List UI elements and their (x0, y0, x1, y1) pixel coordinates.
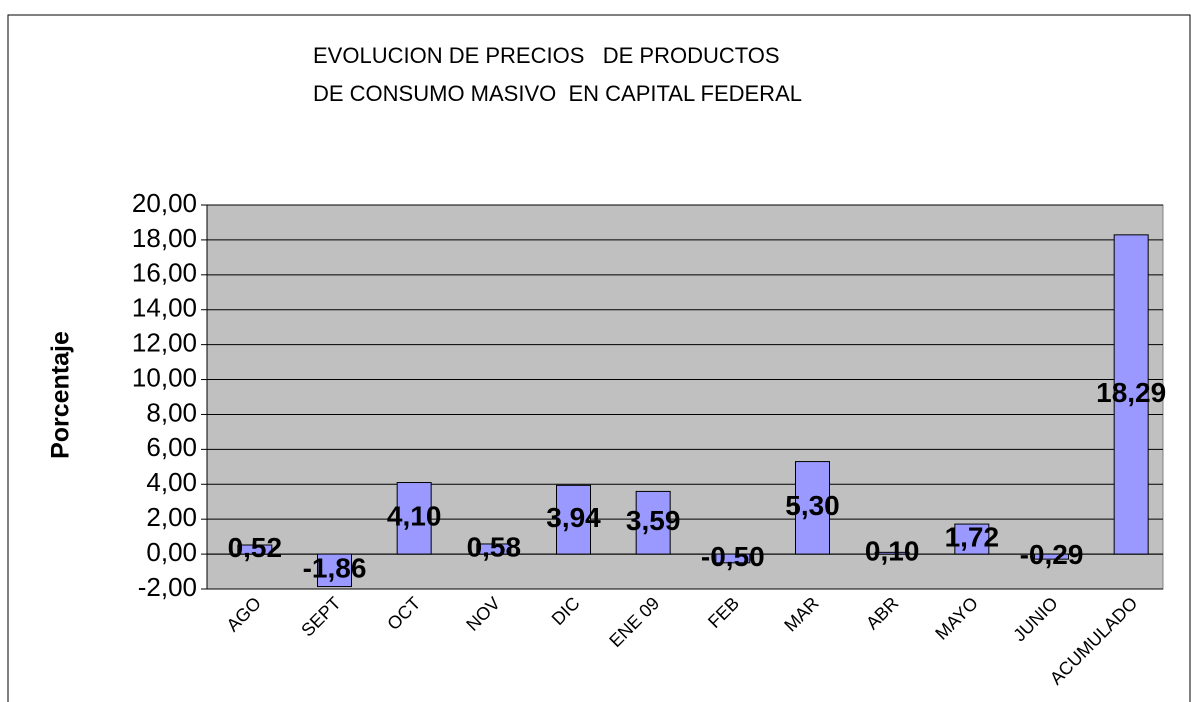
value-label: 1,72 (945, 521, 1000, 552)
value-label: 0,52 (228, 532, 283, 563)
x-tick-label: FEB (704, 593, 743, 632)
plot-area (206, 204, 1164, 590)
value-label: 4,10 (387, 501, 442, 532)
y-tick-label: 0,00 (146, 537, 197, 567)
x-tick-label: ENE 09 (605, 593, 663, 651)
value-label: 0,10 (865, 536, 920, 567)
bar (1034, 553, 1069, 560)
bar (317, 553, 352, 588)
bar (556, 484, 591, 555)
chart-title: DE CONSUMO MASIVO EN CAPITAL FEDERAL (313, 81, 802, 106)
x-tick-label: AGO (223, 593, 265, 635)
y-tick-label: 18,00 (132, 223, 197, 253)
value-label: -0,50 (701, 541, 765, 572)
y-tick-label: 16,00 (132, 258, 197, 288)
chart-border (7, 14, 1191, 702)
y-tick-label: 14,00 (132, 293, 197, 323)
value-label: -0,29 (1020, 539, 1084, 570)
x-tick-label: DIC (548, 593, 584, 629)
x-tick-label: SEPT (297, 593, 344, 640)
x-tick-label: MAR (780, 593, 822, 635)
y-tick-label: 10,00 (132, 362, 197, 392)
bar (476, 543, 512, 555)
value-label: 3,59 (626, 505, 681, 536)
y-tick-label: 12,00 (132, 328, 197, 358)
value-label: 18,29 (1096, 377, 1166, 408)
y-tick-label: 4,00 (146, 467, 197, 497)
y-tick-label: 8,00 (146, 397, 197, 427)
value-label: 3,94 (546, 502, 601, 533)
bar (874, 551, 910, 555)
value-label: 5,30 (785, 490, 840, 521)
y-tick-label: 6,00 (146, 432, 197, 462)
value-label: 0,58 (467, 531, 522, 562)
bar (715, 553, 751, 564)
bar (954, 523, 990, 555)
y-tick-label: 2,00 (146, 502, 197, 532)
chart-title: EVOLUCION DE PRECIOS DE PRODUCTOS (313, 43, 780, 68)
y-tick-label: 20,00 (132, 188, 197, 218)
bar (1113, 234, 1149, 555)
y-axis-label: Porcentaje (47, 331, 75, 459)
x-tick-label: NOV (462, 593, 504, 635)
x-tick-label: OCT (383, 593, 424, 634)
y-tick-label: -2,00 (138, 572, 197, 602)
bar (635, 490, 671, 555)
x-tick-label: MAYO (931, 593, 982, 644)
bar (795, 461, 830, 555)
bar (396, 482, 432, 555)
value-label: -1,86 (303, 553, 367, 584)
bar (237, 544, 273, 555)
x-tick-label: JUNIO (1009, 593, 1061, 645)
x-tick-label: ABR (862, 593, 902, 633)
